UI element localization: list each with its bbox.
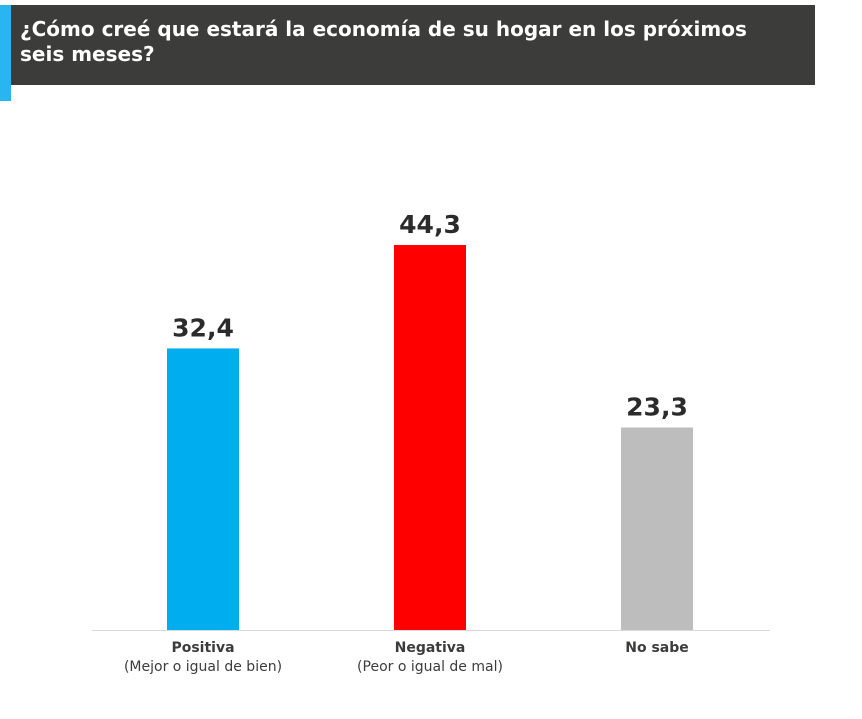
title-accent-bar	[0, 5, 11, 101]
title-banner	[0, 5, 815, 85]
bar-negativa	[394, 245, 466, 630]
value-labels-group: 32,4 44,3 23,3	[172, 210, 688, 422]
category-sublabel-negativa: (Peor o igual de mal)	[357, 659, 503, 675]
category-label-positiva: Positiva	[171, 640, 234, 656]
chart-title: ¿Cómo creé que estará la economía de su …	[20, 17, 747, 66]
value-label-no-sabe: 23,3	[626, 393, 688, 422]
category-sublabel-positiva: (Mejor o igual de bien)	[124, 659, 282, 675]
value-label-positiva: 32,4	[172, 313, 234, 342]
value-label-negativa: 44,3	[399, 210, 461, 239]
category-labels-group: Positiva (Mejor o igual de bien) Negativa (…	[124, 640, 689, 675]
bars-group	[167, 245, 693, 630]
category-label-no-sabe: No sabe	[625, 640, 689, 656]
category-label-negativa: Negativa	[395, 640, 466, 656]
bar-no-sabe	[621, 427, 693, 630]
bar-positiva	[167, 348, 239, 630]
